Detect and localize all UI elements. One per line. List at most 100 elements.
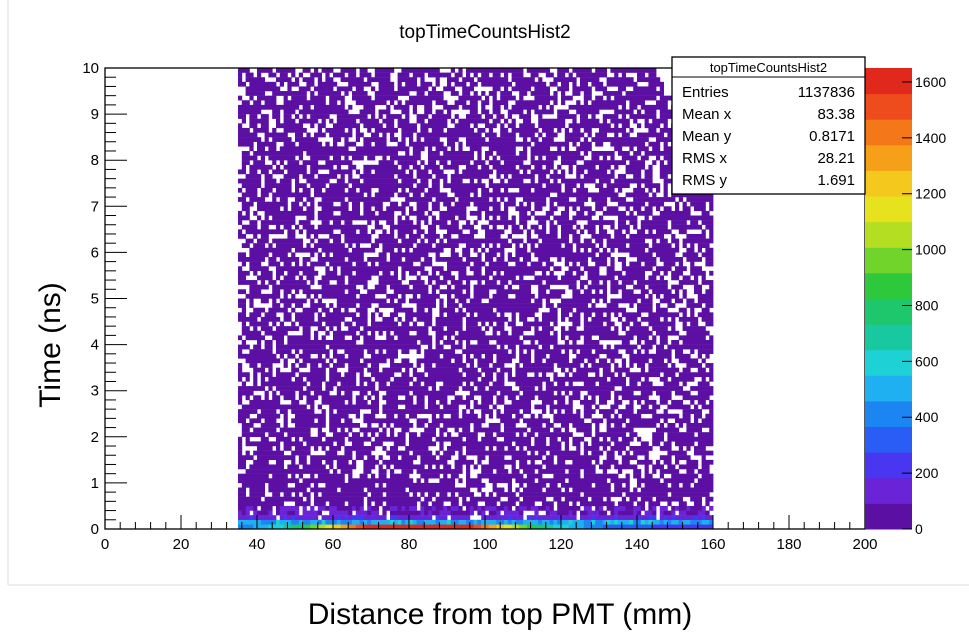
heatmap-cell <box>568 335 573 341</box>
heatmap-cell <box>428 363 433 368</box>
heatmap-cell <box>690 363 695 368</box>
heatmap-cell <box>245 404 250 410</box>
heatmap-cell <box>329 312 334 318</box>
heatmap-cell <box>591 307 596 313</box>
heatmap-cell <box>591 363 596 368</box>
heatmap-cell <box>352 482 357 488</box>
heatmap-cell <box>348 505 353 511</box>
heatmap-cell <box>572 335 577 341</box>
heatmap-cell <box>701 376 706 382</box>
heatmap-cell <box>291 441 296 447</box>
heatmap-cell <box>625 487 630 493</box>
heatmap-cell <box>530 446 535 451</box>
heatmap-cell <box>523 321 528 327</box>
heatmap-cell <box>287 524 292 530</box>
heatmap-cell <box>466 432 471 437</box>
heatmap-cell <box>462 455 467 461</box>
heatmap-cell <box>682 312 687 318</box>
heatmap-cell <box>257 524 262 530</box>
heatmap-cell <box>336 321 341 327</box>
heatmap-cell <box>682 505 687 511</box>
heatmap-cell <box>667 353 672 359</box>
heatmap-cell <box>264 363 269 368</box>
heatmap-cell <box>340 339 345 345</box>
heatmap-cell <box>249 524 254 530</box>
heatmap-cell <box>283 418 288 424</box>
heatmap-cell <box>371 482 376 488</box>
heatmap-cell <box>306 321 311 327</box>
heatmap-cell <box>298 450 303 456</box>
heatmap-cell <box>545 358 550 364</box>
heatmap-cell <box>599 316 604 322</box>
heatmap-cell <box>329 399 334 405</box>
heatmap-cell <box>321 464 326 470</box>
heatmap-cell <box>557 353 562 359</box>
heatmap-cell <box>602 349 607 355</box>
heatmap-cell <box>542 390 547 396</box>
heatmap-cell <box>545 284 550 290</box>
heatmap-cell <box>678 478 683 484</box>
heatmap-cell <box>340 432 345 437</box>
heatmap-cell <box>659 376 664 382</box>
heatmap-cell <box>390 455 395 461</box>
heatmap-cell <box>538 303 543 308</box>
heatmap-cell <box>538 519 543 525</box>
heatmap-cell <box>348 524 353 530</box>
heatmap-cell <box>439 289 444 295</box>
heatmap-cell <box>610 515 615 520</box>
heatmap-cell <box>481 312 486 318</box>
heatmap-cell <box>614 307 619 313</box>
heatmap-cell <box>310 363 315 368</box>
heatmap-cell <box>298 482 303 488</box>
heatmap-cell <box>549 501 554 507</box>
heatmap-cell <box>386 487 391 493</box>
heatmap-cell <box>633 358 638 364</box>
heatmap-cell <box>435 422 440 428</box>
heatmap-cell <box>283 307 288 313</box>
heatmap-cell <box>416 335 421 341</box>
heatmap-cell <box>678 450 683 456</box>
heatmap-cell <box>363 473 368 479</box>
heatmap-cell <box>443 464 448 470</box>
heatmap-cell <box>473 293 478 299</box>
heatmap-cell <box>526 455 531 461</box>
heatmap-cell <box>466 335 471 341</box>
heatmap-cell <box>648 316 653 322</box>
heatmap-cell <box>355 496 360 502</box>
heatmap-cell <box>705 478 710 484</box>
heatmap-cell <box>340 478 345 484</box>
heatmap-cell <box>462 413 467 419</box>
heatmap-cell <box>561 422 566 428</box>
heatmap-cell <box>504 339 509 345</box>
heatmap-cell <box>424 363 429 368</box>
heatmap-cell <box>618 478 623 484</box>
heatmap-cell <box>580 455 585 461</box>
heatmap-cell <box>257 321 262 327</box>
heatmap-cell <box>595 418 600 424</box>
heatmap-cell <box>659 312 664 318</box>
heatmap-cell <box>697 326 702 331</box>
heatmap-cell <box>390 312 395 318</box>
heatmap-cell <box>595 496 600 502</box>
heatmap-cell <box>272 432 277 437</box>
heatmap-cell <box>466 450 471 456</box>
heatmap-cell <box>485 496 490 502</box>
heatmap-cell <box>591 293 596 299</box>
heatmap-cell <box>317 469 322 474</box>
heatmap-cell <box>576 298 581 304</box>
heatmap-cell <box>675 404 680 410</box>
heatmap-cell <box>652 363 657 368</box>
heatmap-cell <box>336 363 341 368</box>
heatmap-cell <box>652 515 657 520</box>
heatmap-cell <box>572 473 577 479</box>
heatmap-cell <box>488 321 493 327</box>
heatmap-cell <box>405 335 410 341</box>
heatmap-cell <box>629 464 634 470</box>
heatmap-cell <box>511 492 516 497</box>
heatmap-cell <box>473 478 478 484</box>
heatmap-cell <box>481 386 486 391</box>
heatmap-cell <box>580 376 585 382</box>
heatmap-cell <box>618 335 623 341</box>
heatmap-cell <box>416 289 421 295</box>
heatmap-cell <box>302 335 307 341</box>
